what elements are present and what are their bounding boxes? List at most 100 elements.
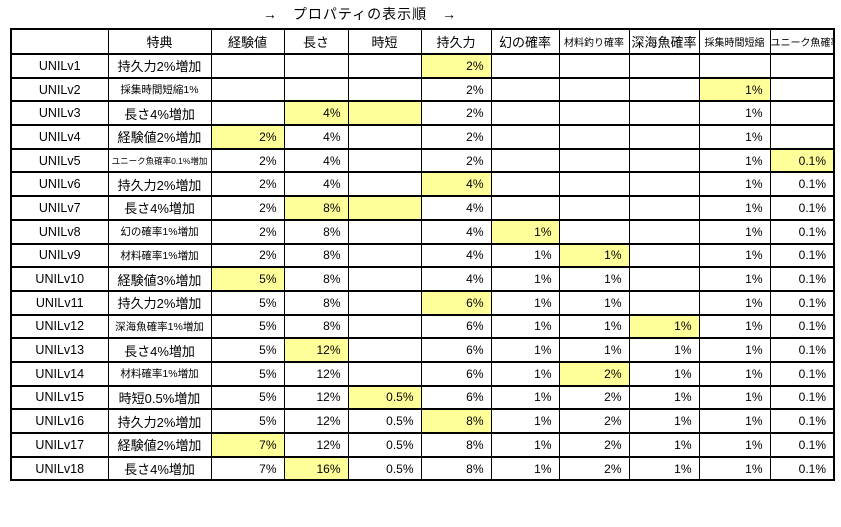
- value-cell: 0.1%: [769, 148, 834, 174]
- value-cell: 4%: [283, 125, 348, 150]
- column-header: ユニーク魚確率: [769, 29, 834, 55]
- value-cell: 4%: [420, 243, 491, 269]
- value-cell: 1%: [698, 385, 770, 411]
- column-header: 採集時間短縮: [698, 29, 770, 55]
- level-cell: UNILv13: [10, 338, 108, 363]
- value-cell: 1%: [628, 361, 699, 387]
- value-cell: [628, 172, 699, 198]
- table-row: UNILv10 経験値3%増加 5% 8% 4% 1% 1% 1% 0.1%: [10, 267, 834, 292]
- value-cell: 0.1%: [769, 385, 834, 411]
- value-cell: 1%: [490, 433, 559, 458]
- column-header: 持久力: [420, 29, 491, 55]
- value-cell: 0.1%: [769, 409, 834, 434]
- value-cell: 5%: [210, 338, 284, 363]
- value-cell: [347, 290, 421, 316]
- value-cell: 1%: [698, 267, 770, 292]
- perk-cell: 深海魚確率1%増加: [107, 314, 211, 340]
- value-cell: [210, 101, 284, 127]
- level-cell: UNILv1: [10, 54, 108, 79]
- value-cell: 8%: [283, 219, 348, 245]
- value-cell: 1%: [698, 290, 770, 316]
- value-cell: 2%: [210, 148, 284, 174]
- value-cell: [628, 77, 699, 103]
- value-cell: 5%: [210, 314, 284, 340]
- header-row: 特典 経験値 長さ 時短 持久力 幻の確率 材料釣り確率 深海魚確率 採集時間短縮 ユニーク魚確率: [10, 29, 834, 55]
- value-cell: 5%: [210, 361, 284, 387]
- value-cell: [490, 77, 559, 103]
- value-cell: 2%: [210, 243, 284, 269]
- value-cell: 6%: [420, 385, 491, 411]
- value-cell: 2%: [558, 433, 629, 458]
- value-cell: 12%: [283, 361, 348, 387]
- value-cell: 0.1%: [769, 433, 834, 458]
- value-cell: 1%: [558, 314, 629, 340]
- value-cell: 1%: [698, 409, 770, 434]
- value-cell: 1%: [558, 267, 629, 292]
- table-row: UNILv4 経験値2%増加 2% 4% 2% 1%: [10, 125, 834, 150]
- value-cell: 2%: [420, 125, 491, 150]
- value-cell: 0.1%: [769, 361, 834, 387]
- value-cell: 1%: [698, 361, 770, 387]
- level-cell: UNILv14: [10, 361, 108, 387]
- value-cell: [210, 77, 284, 103]
- table-row: UNILv13 長さ4%増加 5% 12% 6% 1% 1% 1% 1% 0.1%: [10, 338, 834, 363]
- value-cell: [558, 101, 629, 127]
- value-cell: 2%: [558, 385, 629, 411]
- value-cell: [628, 243, 699, 269]
- value-cell: [698, 54, 770, 79]
- level-cell: UNILv11: [10, 290, 108, 316]
- value-cell: 1%: [698, 77, 770, 103]
- value-cell: 5%: [210, 385, 284, 411]
- value-cell: [628, 267, 699, 292]
- value-cell: 1%: [490, 385, 559, 411]
- table-row: UNILv12 深海魚確率1%増加 5% 8% 6% 1% 1% 1% 1% 0.1%: [10, 314, 834, 340]
- table-row: UNILv16 持久力2%増加 5% 12% 0.5% 8% 1% 2% 1% 1% 0.1%: [10, 409, 834, 434]
- value-cell: [558, 77, 629, 103]
- value-cell: [628, 196, 699, 221]
- value-cell: 1%: [490, 243, 559, 269]
- value-cell: 7%: [210, 456, 284, 482]
- value-cell: 6%: [420, 338, 491, 363]
- perk-cell: 持久力2%増加: [107, 409, 211, 434]
- value-cell: 8%: [283, 314, 348, 340]
- column-header: 経験値: [210, 29, 284, 55]
- value-cell: 1%: [490, 456, 559, 482]
- table-row: UNILv2 採集時間短縮1% 2% 1%: [10, 77, 834, 103]
- value-cell: 4%: [420, 219, 491, 245]
- value-cell: 1%: [698, 101, 770, 127]
- value-cell: 1%: [490, 267, 559, 292]
- table-row: UNILv18 長さ4%増加 7% 16% 0.5% 8% 1% 2% 1% 1% 0.1%: [10, 456, 834, 482]
- value-cell: 2%: [420, 54, 491, 79]
- value-cell: [283, 54, 348, 79]
- value-cell: 4%: [283, 172, 348, 198]
- value-cell: 8%: [420, 409, 491, 434]
- value-cell: 0.5%: [347, 409, 421, 434]
- value-cell: 8%: [420, 433, 491, 458]
- level-cell: UNILv5: [10, 148, 108, 174]
- value-cell: [558, 172, 629, 198]
- column-header: 深海魚確率: [628, 29, 699, 55]
- value-cell: 1%: [490, 338, 559, 363]
- table-row: UNILv17 経験値2%増加 7% 12% 0.5% 8% 1% 2% 1% 1% 0.1%: [10, 433, 834, 458]
- table-row: UNILv8 幻の確率1%増加 2% 8% 4% 1% 1% 0.1%: [10, 219, 834, 245]
- table-body: UNILv1 持久力2%増加 2% UNILv2 採集時間短縮1% 2% 1% UNILv3 長…: [10, 54, 834, 482]
- table-row: UNILv1 持久力2%増加 2%: [10, 54, 834, 79]
- perk-cell: 長さ4%増加: [107, 456, 211, 482]
- value-cell: [347, 267, 421, 292]
- value-cell: 1%: [698, 125, 770, 150]
- table-row: UNILv14 材料確率1%増加 5% 12% 6% 1% 2% 1% 1% 0.1%: [10, 361, 834, 387]
- value-cell: [628, 290, 699, 316]
- value-cell: 1%: [698, 172, 770, 198]
- perk-cell: 長さ4%増加: [107, 196, 211, 221]
- level-cell: UNILv10: [10, 267, 108, 292]
- value-cell: 1%: [490, 409, 559, 434]
- value-cell: 0.1%: [769, 243, 834, 269]
- value-cell: [347, 54, 421, 79]
- value-cell: 6%: [420, 314, 491, 340]
- value-cell: 1%: [628, 385, 699, 411]
- value-cell: 1%: [490, 290, 559, 316]
- value-cell: 4%: [420, 196, 491, 221]
- value-cell: [490, 172, 559, 198]
- value-cell: 8%: [283, 196, 348, 221]
- level-cell: UNILv15: [10, 385, 108, 411]
